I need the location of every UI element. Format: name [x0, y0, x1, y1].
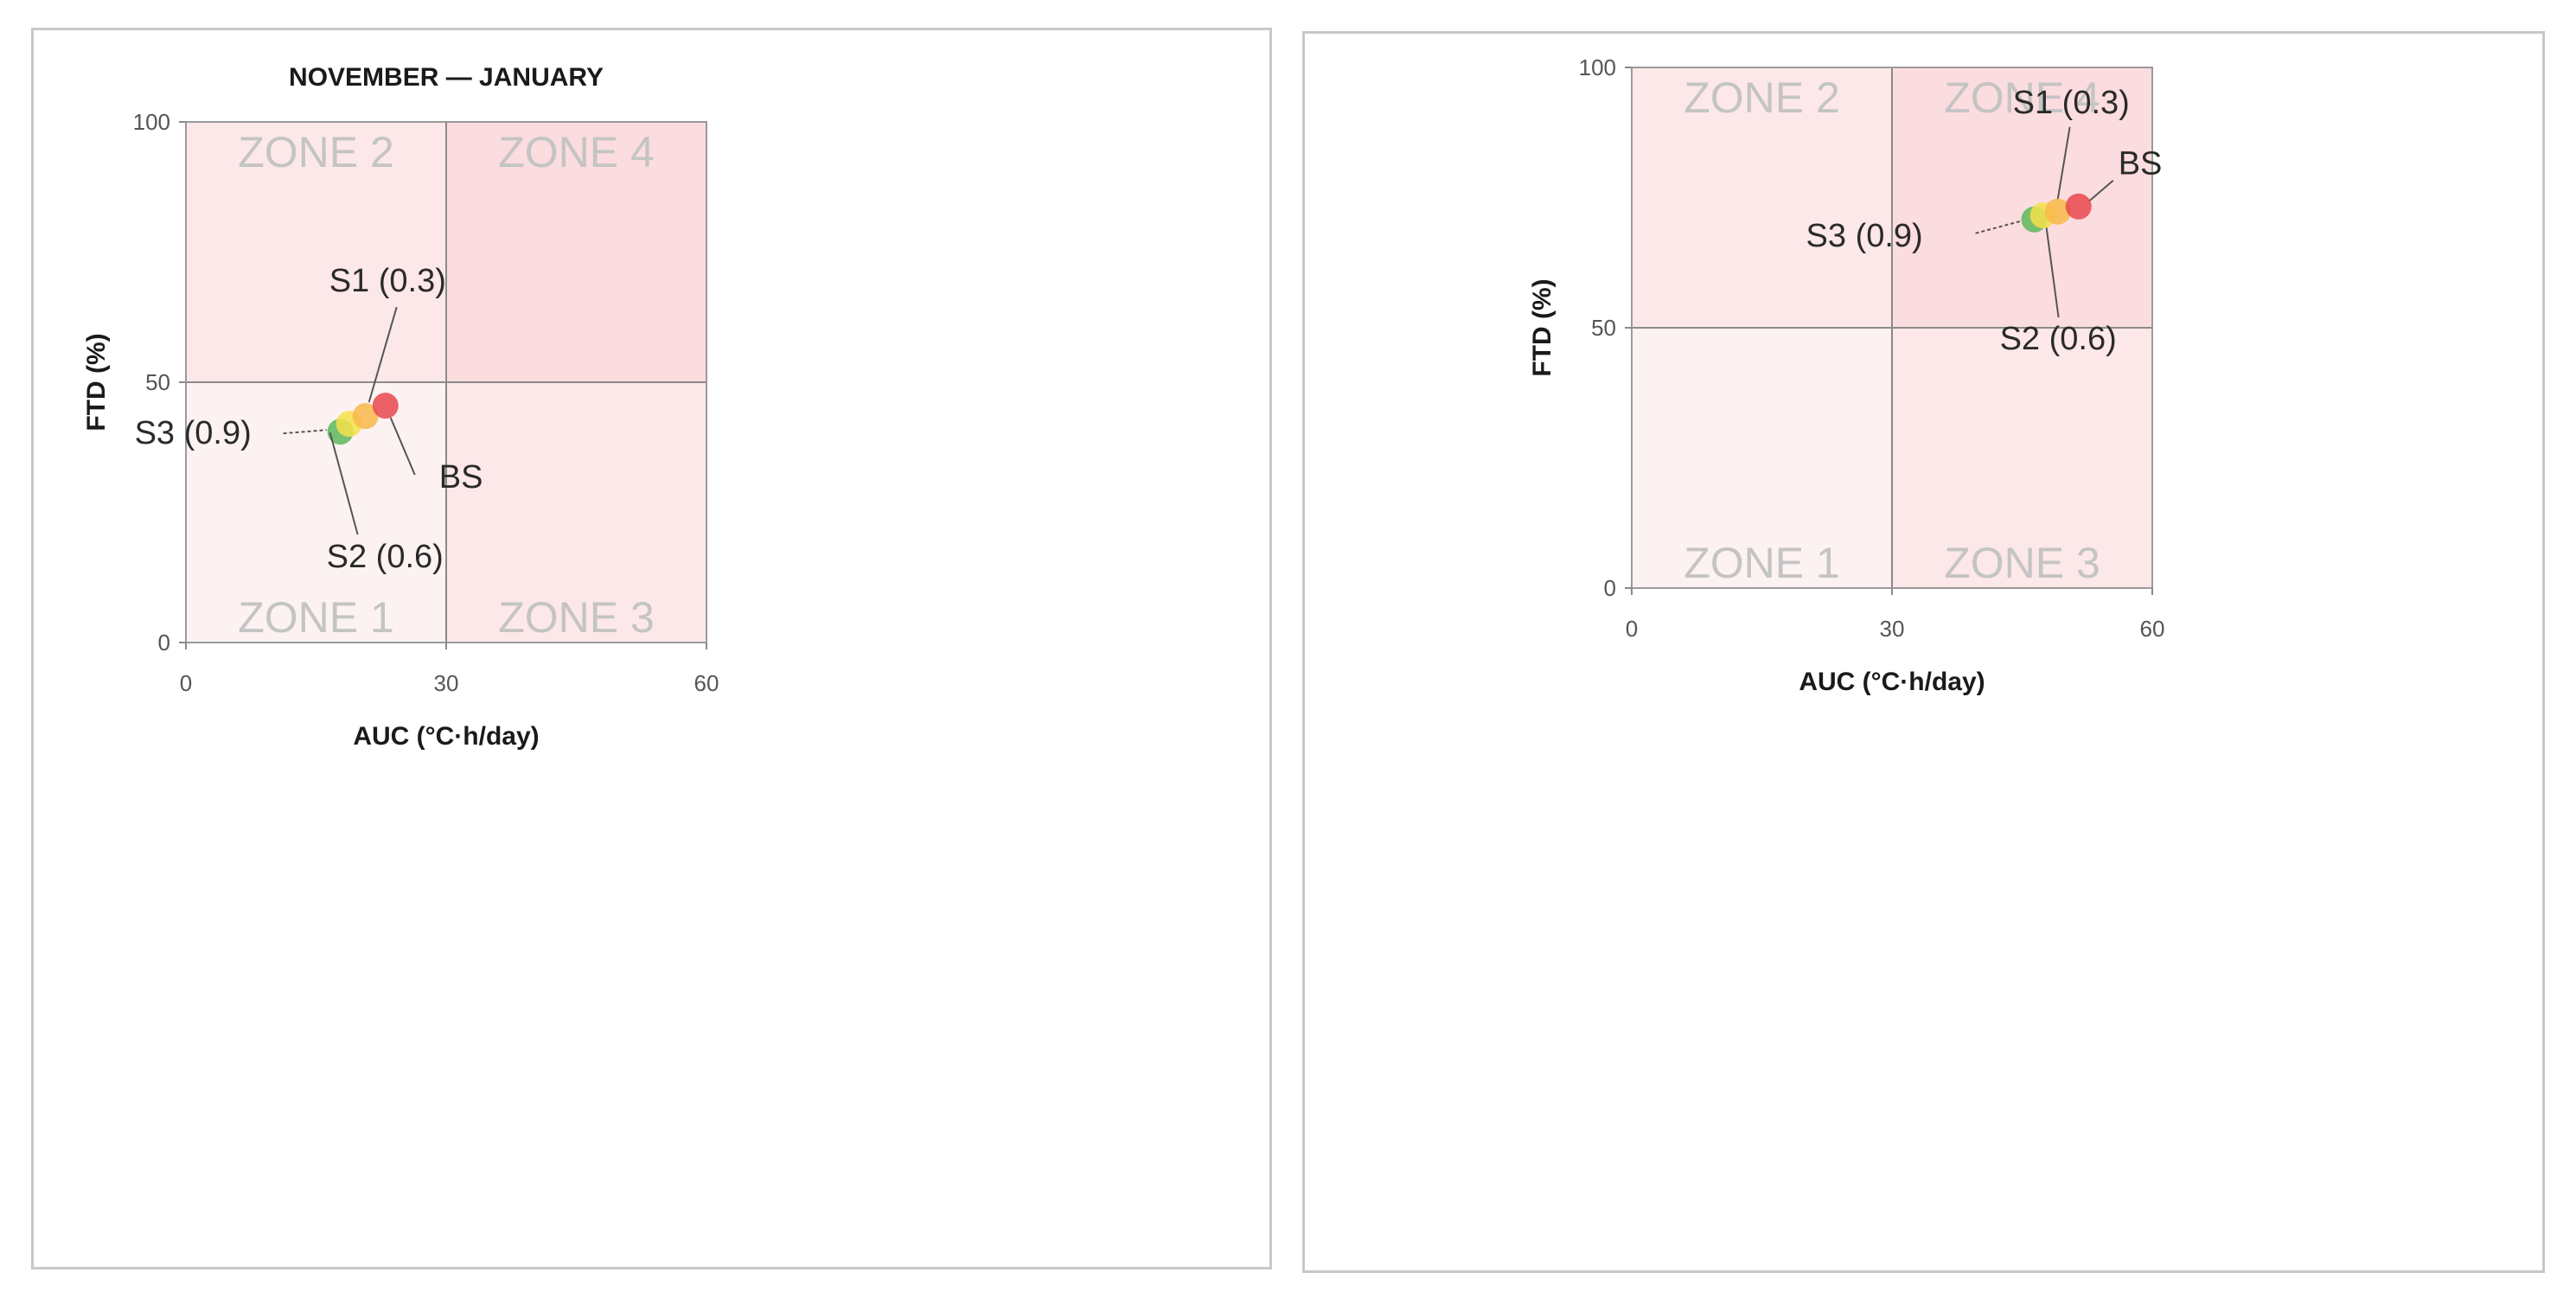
zone-4-area: [1892, 67, 2152, 328]
leader-line: [2045, 227, 2060, 318]
point-label: S1 (0.3): [2013, 85, 2130, 121]
zone-1-area: [186, 382, 446, 643]
x-tick-label: 30: [434, 670, 459, 696]
chart-title: FEBRUARY — APRIL: [1762, 34, 2023, 37]
data-point-s1-0-3: S1 (0.3): [329, 263, 446, 430]
zone-2-area: [1632, 67, 1892, 328]
zone-label: ZONE 4: [1944, 74, 2100, 122]
point-label: BS: [2119, 146, 2163, 182]
zone-label: ZONE 1: [1684, 539, 1840, 587]
zone-3-area: [446, 382, 706, 643]
leader-line: [2056, 126, 2071, 200]
y-tick-label: 50: [145, 369, 170, 395]
point-marker: [372, 393, 399, 419]
y-tick-label: 0: [1604, 575, 1616, 601]
point-label: S3 (0.9): [1806, 218, 1923, 254]
chart-panel-left: NOVEMBER — JANUARY ZONE 1 ZONE 2 ZONE 3 ZONE…: [31, 28, 1272, 1269]
x-tick-label: 60: [2140, 616, 2165, 642]
leader-line: [283, 429, 327, 435]
chart-panel-right: FEBRUARY — APRIL ZONE 1 ZONE 2 ZONE 3 ZONE 4…: [1302, 31, 2545, 1273]
leader-line: [2088, 179, 2114, 202]
zone-label: ZONE 4: [498, 128, 655, 176]
point-label: S2 (0.6): [2000, 321, 2117, 357]
y-tick-label: 0: [158, 630, 170, 656]
x-tick-label: 0: [1626, 616, 1638, 642]
y-axis-title: FTD (%): [82, 333, 111, 431]
zone-label: ZONE 3: [1944, 539, 2100, 587]
leader-line: [368, 306, 398, 403]
zone-4-area: [446, 122, 706, 382]
y-tick-label: 100: [1579, 54, 1616, 80]
leader-line: [329, 432, 359, 535]
chart-title: NOVEMBER — JANUARY: [289, 63, 604, 92]
data-point-bs: BS: [372, 393, 483, 496]
x-axis-title: AUC (°C·h/day): [1799, 668, 1985, 696]
chart-svg-right: FEBRUARY — APRIL ZONE 1 ZONE 2 ZONE 3 ZONE 4…: [1528, 34, 2165, 696]
data-point-s3-0-9: S3 (0.9): [1806, 206, 2048, 254]
zone-3-area: [1892, 328, 2152, 588]
leader-line: [389, 417, 416, 476]
zone-label: ZONE 2: [1684, 74, 1840, 122]
zone-label: ZONE 1: [238, 593, 394, 642]
x-tick-label: 0: [180, 670, 192, 696]
zone-label: ZONE 2: [238, 128, 394, 176]
point-marker: [352, 403, 379, 430]
data-point-s2-0-6: S2 (0.6): [327, 411, 444, 575]
y-tick-label: 50: [1591, 315, 1616, 341]
point-label: BS: [439, 459, 483, 496]
data-point-bs: BS: [2065, 146, 2163, 220]
x-tick-label: 60: [694, 670, 719, 696]
point-label: S3 (0.9): [135, 415, 252, 451]
x-tick-label: 30: [1880, 616, 1905, 642]
y-axis-title: FTD (%): [1528, 278, 1556, 376]
point-label: S1 (0.3): [329, 263, 446, 299]
point-marker: [2044, 198, 2071, 225]
y-tick-label: 100: [133, 109, 170, 135]
x-axis-title: AUC (°C·h/day): [353, 722, 539, 751]
point-marker: [2065, 193, 2092, 220]
chart-svg-left: NOVEMBER — JANUARY ZONE 1 ZONE 2 ZONE 3 ZONE…: [82, 63, 719, 751]
zone-label: ZONE 3: [498, 593, 655, 642]
point-label: S2 (0.6): [327, 539, 444, 575]
data-point-s1-0-3: S1 (0.3): [2013, 85, 2130, 225]
data-point-s2-0-6: S2 (0.6): [2000, 201, 2117, 357]
leader-line: [1975, 220, 2021, 234]
zone-2-area: [186, 122, 446, 382]
zone-1-area: [1632, 328, 1892, 588]
